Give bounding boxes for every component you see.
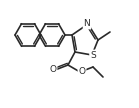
Text: N: N (84, 20, 90, 29)
Text: O: O (79, 67, 85, 75)
Text: O: O (49, 65, 56, 75)
Text: S: S (90, 51, 96, 60)
